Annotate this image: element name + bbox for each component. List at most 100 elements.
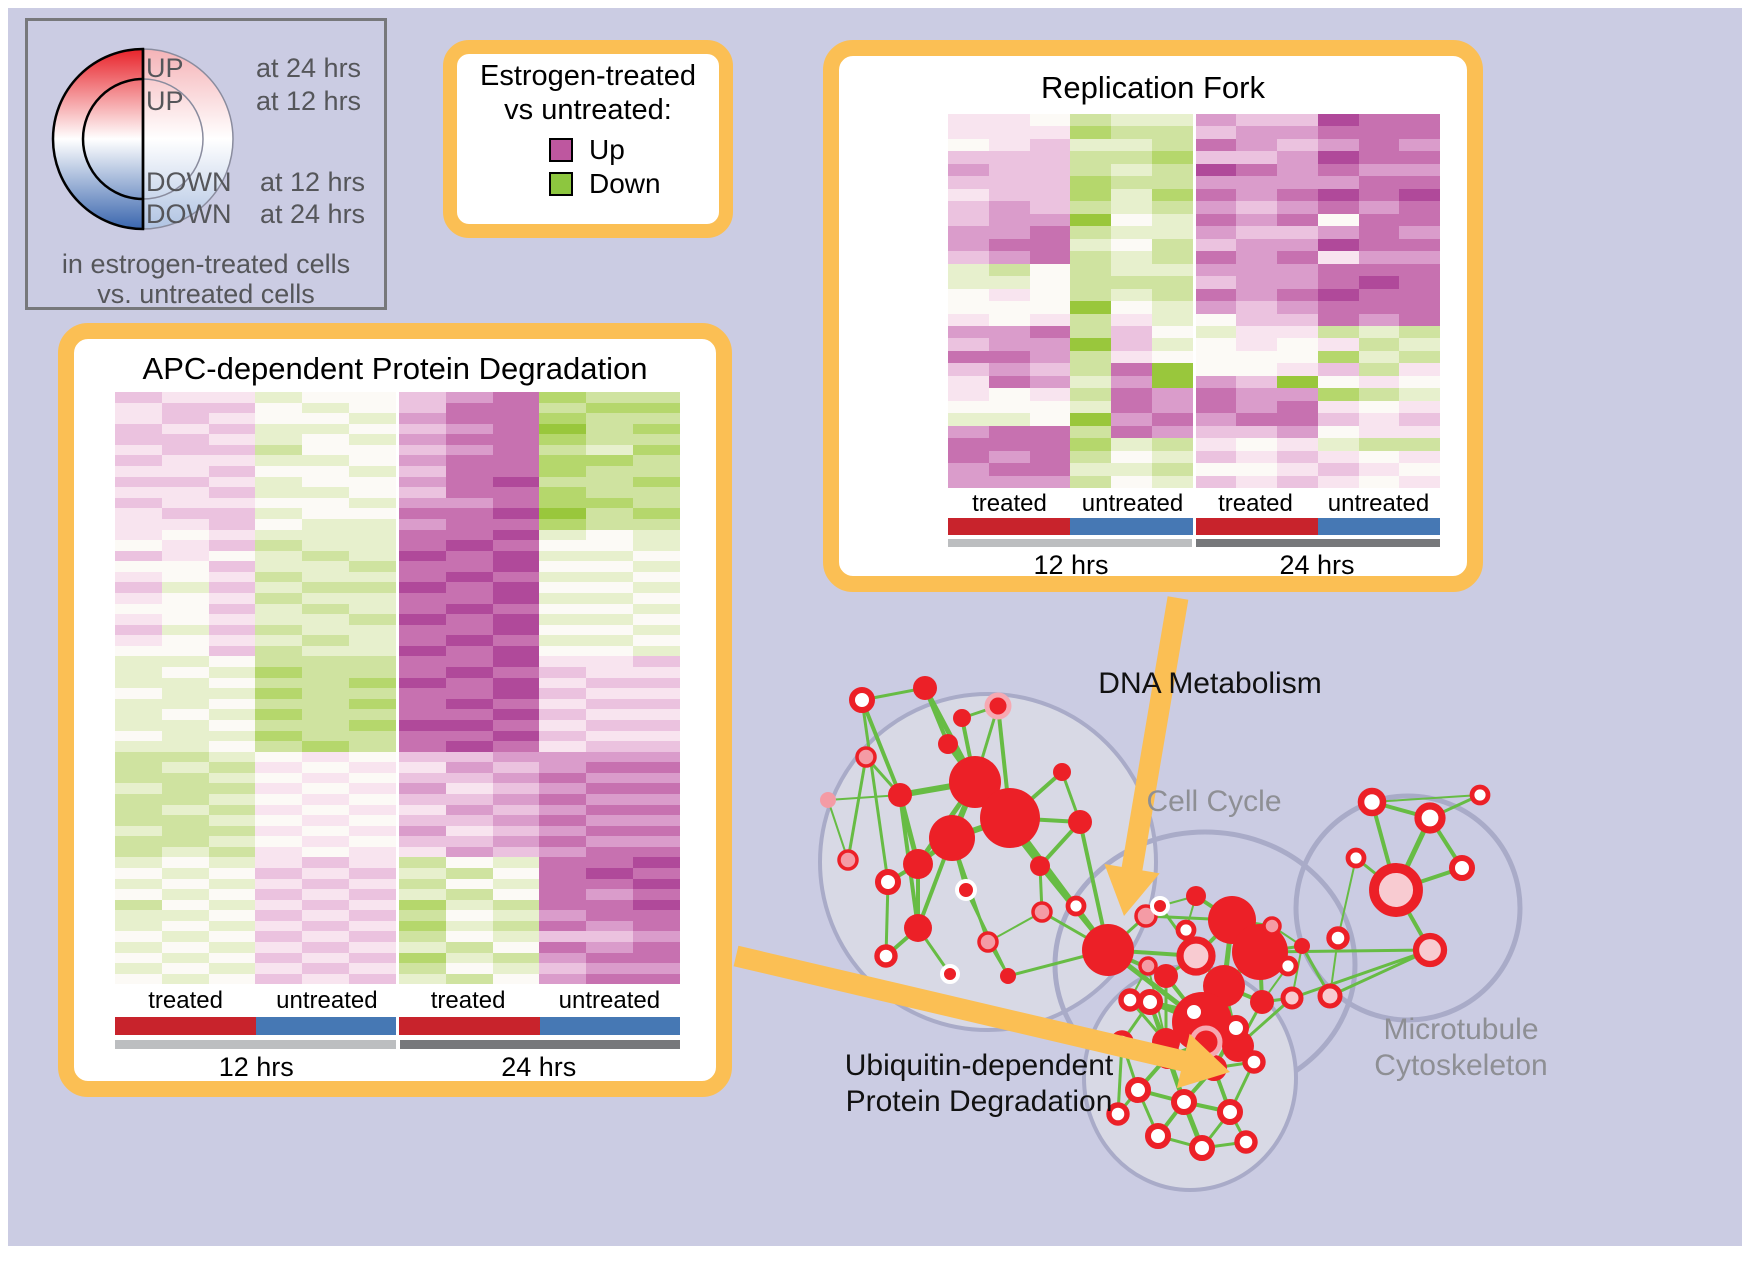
- heatmap-cell: [349, 730, 396, 742]
- heatmap-cell: [1195, 226, 1237, 239]
- heatmap-row: [115, 434, 680, 445]
- heatmap-row: [948, 400, 1440, 414]
- heatmap-cell: [208, 910, 256, 921]
- heatmap-cell: [1070, 313, 1111, 326]
- heatmap-cell: [1151, 338, 1193, 351]
- heatmap-row: [115, 614, 680, 625]
- heatmap-cell: [1358, 475, 1400, 489]
- heatmap-cell: [1070, 238, 1111, 252]
- network-node: [1082, 924, 1134, 976]
- network-node: [980, 788, 1040, 848]
- heatmap-cell: [208, 508, 256, 519]
- heatmap-cell: [255, 709, 303, 720]
- heatmap-cell: [633, 624, 680, 636]
- network-node: [1065, 895, 1087, 917]
- heatmap-cell: [586, 550, 634, 562]
- heatmap-cell: [633, 931, 680, 943]
- heatmap-cell: [349, 476, 396, 488]
- network-node: [1125, 1077, 1151, 1103]
- heatmap-cell: [445, 973, 493, 985]
- heatmap-cell: [349, 846, 396, 858]
- heatmap-cell: [1111, 388, 1152, 401]
- heatmap-cell: [1195, 313, 1237, 326]
- heatmap-cell: [1195, 126, 1237, 139]
- heatmap-cell: [1399, 475, 1440, 489]
- heatmap-cell: [255, 741, 303, 752]
- cluster-dna-metabolism: [818, 692, 1158, 1032]
- heatmap-cell: [115, 857, 162, 869]
- heatmap-cell: [586, 825, 634, 837]
- bar-12hrs: [948, 539, 1192, 547]
- heatmap-row: [115, 592, 680, 604]
- heatmap-cell: [1151, 188, 1193, 202]
- heatmap-cell: [398, 783, 446, 794]
- heatmap-cell: [948, 151, 989, 164]
- up-label: Up: [589, 134, 625, 165]
- heatmap-cell: [302, 487, 350, 498]
- heatmap-cell: [539, 624, 587, 636]
- heatmap-cell: [586, 942, 634, 953]
- heatmap-cell: [492, 497, 540, 509]
- network-node: [1176, 936, 1216, 976]
- heatmap-cell: [115, 540, 162, 551]
- heatmap-cell: [539, 402, 587, 414]
- heatmap-cell: [492, 592, 540, 604]
- heatmap-cell: [1070, 475, 1111, 489]
- heatmap-cell: [349, 741, 396, 752]
- heatmap-cell: [539, 592, 587, 604]
- heatmap-cell: [115, 466, 162, 477]
- heatmap-row: [115, 920, 680, 932]
- heatmap-cell: [492, 540, 540, 551]
- heatmap-cell: [349, 952, 396, 964]
- heatmap-cell: [988, 238, 1030, 252]
- heatmap-cell: [1399, 114, 1440, 127]
- heatmap-cell: [1317, 213, 1359, 227]
- heatmap-cell: [302, 540, 350, 551]
- heatmap-cell: [349, 444, 396, 456]
- heatmap-cell: [255, 603, 303, 615]
- heatmap-cell: [302, 508, 350, 519]
- heatmap-cell: [1277, 251, 1318, 264]
- heatmap-cell: [349, 709, 396, 720]
- heatmap-cell: [633, 751, 680, 763]
- heatmap-cell: [445, 603, 493, 615]
- network-node: [837, 849, 859, 871]
- heatmap-cell: [492, 815, 540, 826]
- heatmap-cell: [161, 518, 209, 530]
- heatmap-cell: [445, 423, 493, 435]
- heatmap-cell: [492, 942, 540, 953]
- heatmap-cell: [1358, 226, 1400, 239]
- heatmap-row: [948, 151, 1440, 164]
- heatmap-cell: [255, 455, 303, 467]
- heatmap-cell: [1236, 163, 1277, 177]
- heatmap-cell: [586, 487, 634, 498]
- heatmap-cell: [492, 413, 540, 424]
- heatmap-cell: [398, 677, 446, 689]
- group-label-untreated-24: untreated: [1327, 490, 1430, 517]
- heatmap-cell: [161, 592, 209, 604]
- heatmap-cell: [1195, 213, 1237, 227]
- heatmap-cell: [208, 392, 256, 403]
- heatmap-cell: [1358, 213, 1400, 227]
- heatmap-cell: [208, 973, 256, 985]
- heatmap-cell: [586, 931, 634, 943]
- heatmap-row: [115, 392, 680, 403]
- heatmap-cell: [1111, 413, 1152, 426]
- heatmap-cell: [1111, 463, 1152, 476]
- network-node: [1181, 999, 1207, 1025]
- heatmap-cell: [492, 783, 540, 794]
- heatmap-cell: [398, 645, 446, 657]
- heatmap-cell: [1029, 276, 1071, 289]
- panel-title: APC-dependent Protein Degradation: [142, 351, 648, 386]
- heatmap-cell: [539, 709, 587, 720]
- heatmap-cell: [161, 614, 209, 625]
- heatmap-cell: [255, 550, 303, 562]
- heatmap-cell: [115, 614, 162, 625]
- heatmap-cell: [302, 550, 350, 562]
- heatmap-cell: [398, 910, 446, 921]
- heatmap-cell: [208, 793, 256, 805]
- heatmap-cell: [539, 899, 587, 911]
- heatmap-cell: [1317, 388, 1359, 401]
- heatmap-cell: [586, 571, 634, 583]
- heatmap-cell: [1111, 114, 1152, 127]
